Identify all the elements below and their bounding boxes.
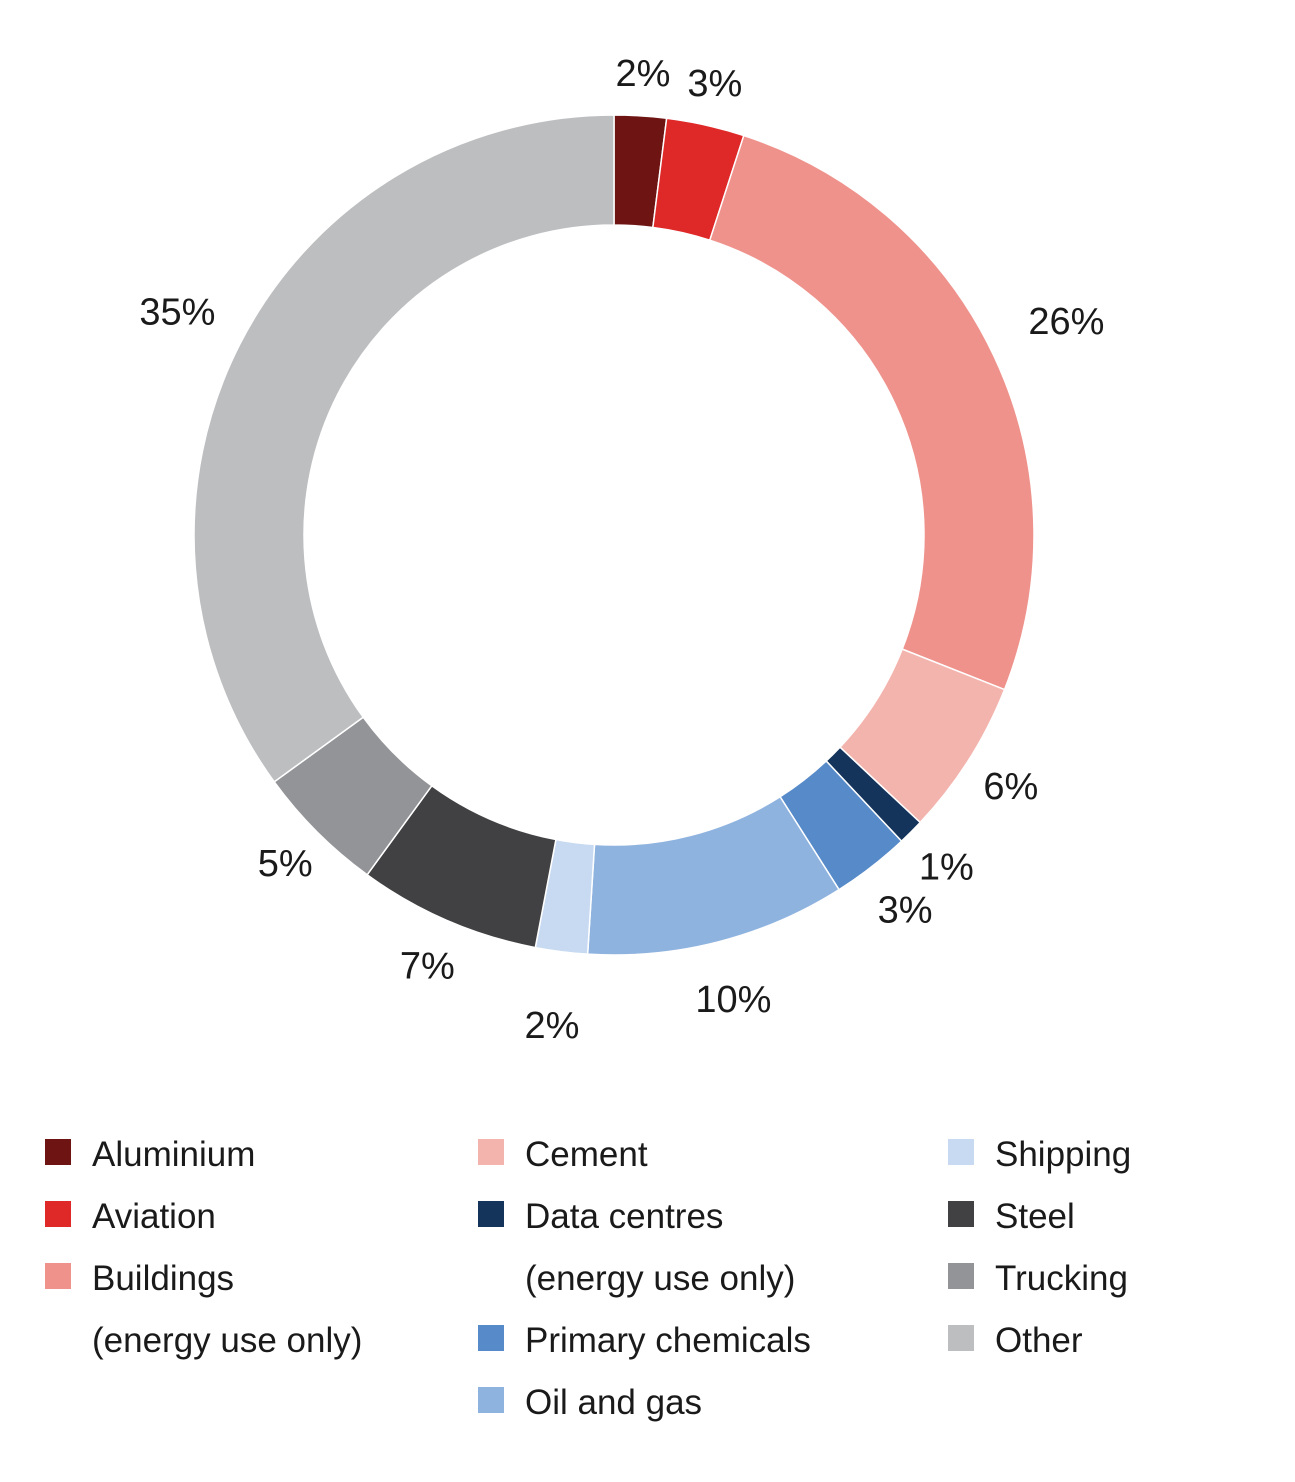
legend-item: Trucking <box>948 1248 1295 1310</box>
legend-item: Aluminium <box>45 1124 445 1186</box>
legend-label: Buildings <box>92 1259 235 1298</box>
legend-swatch <box>478 1387 504 1413</box>
legend-label: Steel <box>995 1197 1075 1236</box>
legend-label: Cement <box>525 1135 648 1174</box>
legend-label-continued: (energy use only) <box>525 1259 796 1298</box>
slice-label-trucking: 5% <box>258 843 313 885</box>
legend-label: Shipping <box>995 1135 1132 1174</box>
slice-label-aviation: 3% <box>687 63 742 105</box>
slice-label-cement: 6% <box>983 766 1038 808</box>
slice-other <box>193 114 615 783</box>
legend-item: Shipping <box>948 1124 1295 1186</box>
legend-item: Steel <box>948 1186 1295 1248</box>
legend-swatch <box>478 1139 504 1165</box>
legend-swatch <box>478 1201 504 1227</box>
legend-swatch <box>948 1325 974 1351</box>
legend-swatch <box>478 1325 504 1351</box>
legend-swatch <box>948 1139 974 1165</box>
legend-swatch <box>45 1139 71 1165</box>
legend-label: Aluminium <box>92 1135 256 1174</box>
slice-label-aluminium: 2% <box>616 53 671 95</box>
legend-label: Primary chemicals <box>525 1321 811 1360</box>
legend-item: Oil and gas <box>478 1372 878 1434</box>
legend-label: Data centres <box>525 1197 724 1236</box>
legend-label: Oil and gas <box>525 1383 703 1422</box>
legend-swatch <box>948 1263 974 1289</box>
slice-buildings-energy-use-only <box>708 134 1035 691</box>
legend-item: Primary chemicals <box>478 1310 878 1372</box>
legend-item: Aviation <box>45 1186 445 1248</box>
legend-label-continued: (energy use only) <box>92 1321 363 1360</box>
legend-label: Aviation <box>92 1197 216 1236</box>
slice-label-other: 35% <box>139 292 215 334</box>
slice-label-buildings-energy-use-only: 26% <box>1028 301 1104 343</box>
legend-label: Other <box>995 1321 1083 1360</box>
legend-item: Other <box>948 1310 1295 1372</box>
legend-swatch <box>45 1263 71 1289</box>
slice-label-steel: 7% <box>400 945 455 987</box>
legend-item: Cement <box>478 1124 878 1186</box>
donut-chart: 2% 3%26%6%1%3%10%2%7%5%35% <box>139 53 1104 1047</box>
legend-item: Data centres (energy use only) <box>478 1186 878 1298</box>
slice-label-oil-and-gas: 10% <box>695 979 771 1021</box>
legend-swatch <box>45 1201 71 1227</box>
legend-label: Trucking <box>995 1259 1128 1298</box>
legend-swatch <box>948 1201 974 1227</box>
slice-label-data-centres-energy-use-only: 1% <box>919 846 974 888</box>
legend-item: Buildings (energy use only) <box>45 1248 445 1360</box>
slice-labels: 2% 3%26%6%1%3%10%2%7%5%35% <box>139 53 1104 1047</box>
donut-slices <box>193 114 1035 956</box>
slice-label-primary-chemicals: 3% <box>878 889 933 931</box>
slice-label-shipping: 2% <box>524 1005 579 1047</box>
